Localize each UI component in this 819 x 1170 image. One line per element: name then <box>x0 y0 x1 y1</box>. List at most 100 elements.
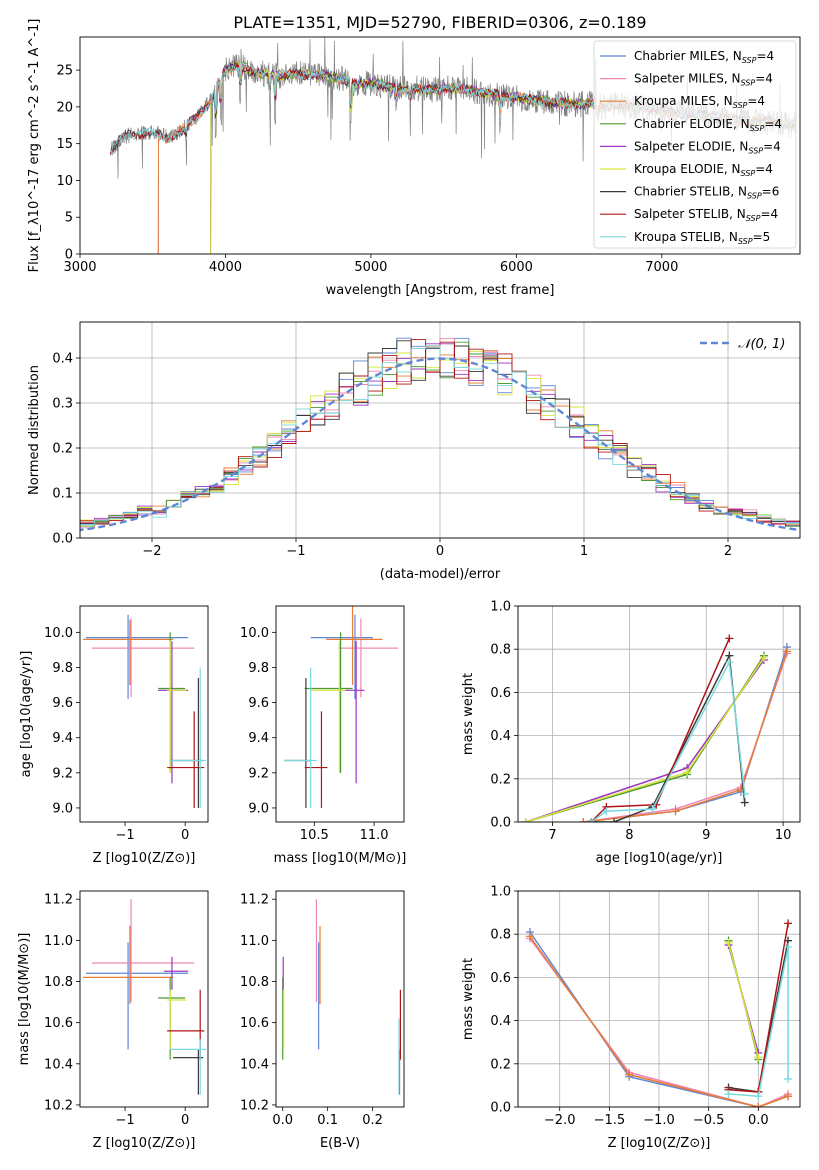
line-kroupa-miles-marker <box>625 1070 634 1079</box>
legend-entry-sub: SSP <box>733 101 748 110</box>
spectrum-ytick-label: 0 <box>65 248 73 263</box>
weight-vs-age-xtick-label: 7 <box>548 828 556 843</box>
age-vs-mass-panel: 10.5 11.0 9.0 9.2 9.4 9.6 9.8 10.0 mass [log10(M… <box>240 605 406 866</box>
legend-entry-kroupa-elodie: Kroupa ELODIE, NSSP=4 <box>634 162 773 178</box>
spectrum-xtick-label: 4000 <box>209 260 242 275</box>
legend-entry-sub: SSP <box>738 237 753 246</box>
line-kroupa-elodie-marker <box>759 653 768 662</box>
line-kroupa-miles-marker <box>784 1092 793 1101</box>
legend-entry-main: Kroupa MILES, N <box>634 94 733 108</box>
line-kroupa-stelib-marker <box>784 1074 793 1083</box>
mass-vs-Z-ytick-label: 10.2 <box>44 1098 73 1113</box>
mass-vs-Z-axes-frame <box>79 890 209 1108</box>
legend-entry-tail: =4 <box>755 72 773 86</box>
age-vs-Z-xtick-label: −1 <box>115 828 134 843</box>
line-kroupa-stelib-marker <box>724 1090 733 1099</box>
line-kroupa-elodie-marker <box>724 938 733 947</box>
age-vs-Z-ytick-label: 9.0 <box>52 801 73 816</box>
mass-vs-ebv-panel: 0.0 0.1 0.2 10.2 10.4 10.6 10.8 11.0 11.2 E(B-V) <box>240 890 405 1151</box>
clip-age-vs-mass-plot-area <box>284 606 399 808</box>
spectrum-ytick-label: 25 <box>56 64 73 79</box>
line-kroupa-stelib-marker <box>754 1092 763 1101</box>
errorbar-kroupa-miles <box>83 620 174 686</box>
clip-mass-vs-Z-plot-area <box>83 899 207 1095</box>
residuals-legend: 𝒩(0, 1) <box>700 337 785 352</box>
clip-age-vs-Z-plot-area <box>83 614 207 808</box>
weight-vs-age-ytick-label: 0.8 <box>490 643 511 658</box>
weight-vs-Z-xtick-label: −1.0 <box>643 1113 675 1128</box>
weight-vs-age-ytick-label: 0.4 <box>490 729 511 744</box>
weight-vs-age-panel: 7 8 9 10 0.0 0.2 0.4 0.6 0.8 1.0 age [log10(age/yr… <box>461 600 801 866</box>
age-vs-Z-axes-frame <box>79 605 209 823</box>
legend-entry-salpeter-miles: Salpeter MILES, NSSP=4 <box>634 72 773 88</box>
age-vs-mass-ytick-label: 9.6 <box>248 696 269 711</box>
weight-vs-metallicity-panel: −2.0 −1.5 −1.0 −0.5 0.0 0.0 0.2 0.4 0.6 0.8 1.0 Z [… <box>461 885 801 1151</box>
residuals-panel: −2 −1 0 1 2 0.0 0.1 0.2 0.3 0.4 (data-model)/error… <box>27 321 801 582</box>
line-kroupa-elodie <box>727 942 760 1058</box>
weight-vs-Z-axes-frame <box>517 890 801 1108</box>
weight-vs-age-ylabel: mass weight <box>461 673 476 755</box>
legend-entry-tail: =4 <box>755 162 773 176</box>
mass-vs-EBV-ytick-label: 10.2 <box>240 1098 269 1113</box>
legend-entry-chabrier-elodie: Chabrier ELODIE, NSSP=4 <box>634 117 782 133</box>
weight-vs-Z-xtick-label: −0.5 <box>693 1113 725 1128</box>
histogram-kroupa-stelib <box>80 345 800 529</box>
legend-entry-main: Salpeter MILES, N <box>634 72 741 86</box>
clip-mass-vs-EBV-plot-area <box>282 899 402 1095</box>
line-kroupa-miles-marker <box>782 647 791 656</box>
weight-vs-Z-xtick-label: −1.5 <box>594 1113 626 1128</box>
legend-entry-tail: =4 <box>764 117 782 131</box>
weight-vs-age-xtick-label: 8 <box>625 828 633 843</box>
legend-entry-main: Chabrier ELODIE, N <box>634 117 750 131</box>
spectrum-title: PLATE=1351, MJD=52790, FIBERID=0306, z=0… <box>233 13 646 32</box>
line-salpeter-stelib-marker <box>725 634 734 643</box>
legend-entry-tail: =4 <box>760 207 778 221</box>
legend-entry-tail: =6 <box>762 185 780 199</box>
age-vs-mass-xtick-label: 11.0 <box>360 828 389 843</box>
errorbar-chabrier-miles <box>310 614 373 700</box>
legend-entry-sub: SSP <box>742 56 757 65</box>
legend-entry-sub: SSP <box>741 79 756 88</box>
age-vs-Z-ytick-label: 9.2 <box>52 766 73 781</box>
errorbar-kroupa-elodie <box>167 641 187 773</box>
errorbar-kroupa-stelib <box>170 667 207 808</box>
errorbar-salpeter-elodie <box>345 641 365 784</box>
weight-vs-age-ytick-label: 0.2 <box>490 772 511 787</box>
age-vs-Z-ytick-label: 9.4 <box>52 731 73 746</box>
line-kroupa-miles-marker <box>754 1103 763 1107</box>
mass-vs-metallicity-panel: −1 0 10.2 10.4 10.6 10.8 11.0 11.2 Z [log10(Z/Z⊙… <box>17 890 209 1151</box>
spectrum-legend-box <box>593 40 797 249</box>
age-vs-mass-ytick-label: 9.8 <box>248 661 269 676</box>
residuals-ytick-label: 0.1 <box>52 487 73 502</box>
age-vs-mass-ytick-label: 10.0 <box>240 626 269 641</box>
weight-vs-Z-xtick-label: 0.0 <box>748 1113 769 1128</box>
mass-vs-Z-ytick-label: 11.2 <box>44 893 73 908</box>
errorbar-salpeter-stelib <box>304 711 328 808</box>
errorbar-salpeter-elodie <box>164 956 189 990</box>
mass-vs-EBV-xtick-label: 0.0 <box>272 1113 293 1128</box>
spectrum-ytick-label: 15 <box>56 137 73 152</box>
spectrum-xtick-label: 7000 <box>645 260 678 275</box>
line-salpeter-stelib-marker <box>784 919 793 928</box>
spectrum-ytick-label: 10 <box>56 174 73 189</box>
legend-entry-sub: SSP <box>748 146 763 155</box>
age-vs-Z-xlabel: Z [log10(Z/Z⊙)] <box>93 851 196 866</box>
mass-vs-EBV-ytick-label: 10.8 <box>240 975 269 990</box>
errorbar-salpeter-miles <box>338 618 399 698</box>
errorbar-kroupa-miles <box>326 606 383 686</box>
errorbar-salpeter-stelib <box>167 711 205 808</box>
mass-vs-EBV-xlabel: E(B-V) <box>320 1136 360 1151</box>
spectrum-xtick-label: 5000 <box>354 260 387 275</box>
weight-vs-Z-xtick-label: −2.0 <box>544 1113 576 1128</box>
errorbar-kroupa-stelib <box>284 667 317 808</box>
weight-vs-age-ytick-label: 1.0 <box>490 600 511 615</box>
line-salpeter-stelib <box>590 638 730 822</box>
mass-vs-EBV-ytick-label: 11.0 <box>240 934 269 949</box>
age-vs-mass-ytick-label: 9.0 <box>248 801 269 816</box>
age-vs-Z-ytick-label: 9.8 <box>52 661 73 676</box>
errorbar-salpeter-miles <box>92 618 195 698</box>
weight-vs-age-axes-frame <box>517 605 801 823</box>
line-kroupa-stelib <box>728 947 789 1097</box>
legend-entry-main: Kroupa ELODIE, N <box>634 162 741 176</box>
